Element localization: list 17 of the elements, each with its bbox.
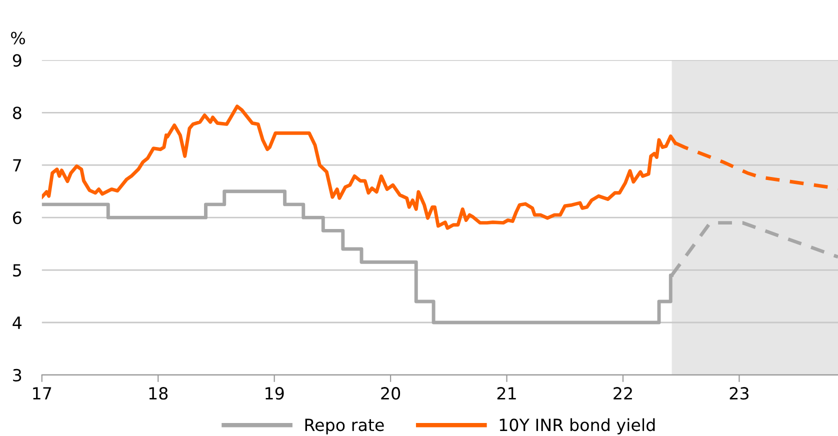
- y-axis-title: %: [11, 32, 26, 44]
- x-tick-label: 22: [614, 387, 632, 400]
- x-tick-label: 21: [497, 387, 516, 400]
- y-tick-label: 6: [13, 212, 22, 224]
- y-tick-label: 3: [13, 368, 22, 382]
- legend-label: 10Y INR bond yield: [500, 418, 655, 434]
- x-tick-label: 17: [33, 387, 52, 400]
- y-tick-label: 8: [12, 106, 22, 120]
- y-tick-label: 9: [12, 54, 22, 67]
- y-tick-label: 5: [13, 264, 21, 277]
- x-tick-label: 23: [730, 387, 748, 400]
- x-tick-label: 18: [149, 387, 168, 400]
- x-tick-label: 19: [266, 387, 284, 400]
- y-tick-label: 4: [12, 316, 22, 329]
- x-tick-label: 20: [381, 387, 400, 400]
- legend-label: Repo rate: [305, 418, 384, 434]
- y-tick-label: 7: [13, 159, 22, 172]
